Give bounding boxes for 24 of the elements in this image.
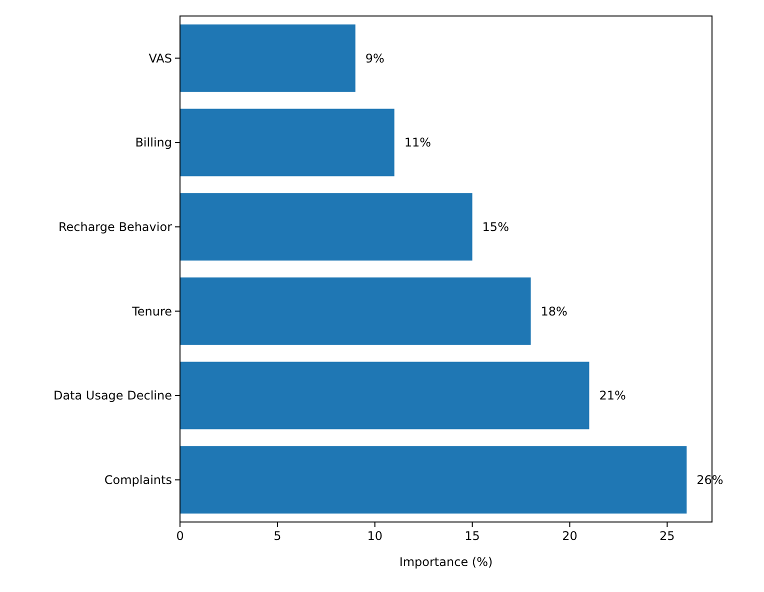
x-tick-label: 5 <box>274 529 282 543</box>
data-label: 21% <box>599 388 626 403</box>
data-label: 18% <box>540 304 568 318</box>
bar <box>180 362 590 430</box>
data-label: 11% <box>404 136 432 150</box>
data-label: 9% <box>365 51 384 66</box>
x-tick-label: 20 <box>562 529 578 543</box>
bar <box>180 277 531 345</box>
y-tick-label: Billing <box>135 136 172 150</box>
x-tick-label: 25 <box>660 529 675 543</box>
bar <box>180 108 394 176</box>
bar <box>180 193 472 261</box>
bar <box>180 446 687 514</box>
x-tick-label: 10 <box>367 529 383 543</box>
x-axis-title: Importance (%) <box>399 555 493 569</box>
x-tick-label: 15 <box>464 529 480 543</box>
x-tick-label: 0 <box>176 529 184 543</box>
bar <box>180 24 356 92</box>
y-tick-label: Data Usage Decline <box>53 388 172 403</box>
y-tick-label: Complaints <box>104 473 172 488</box>
y-tick-label: Tenure <box>131 304 172 318</box>
data-label: 15% <box>482 220 509 234</box>
y-tick-label: VAS <box>148 51 172 66</box>
y-tick-label: Recharge Behavior <box>58 220 172 234</box>
